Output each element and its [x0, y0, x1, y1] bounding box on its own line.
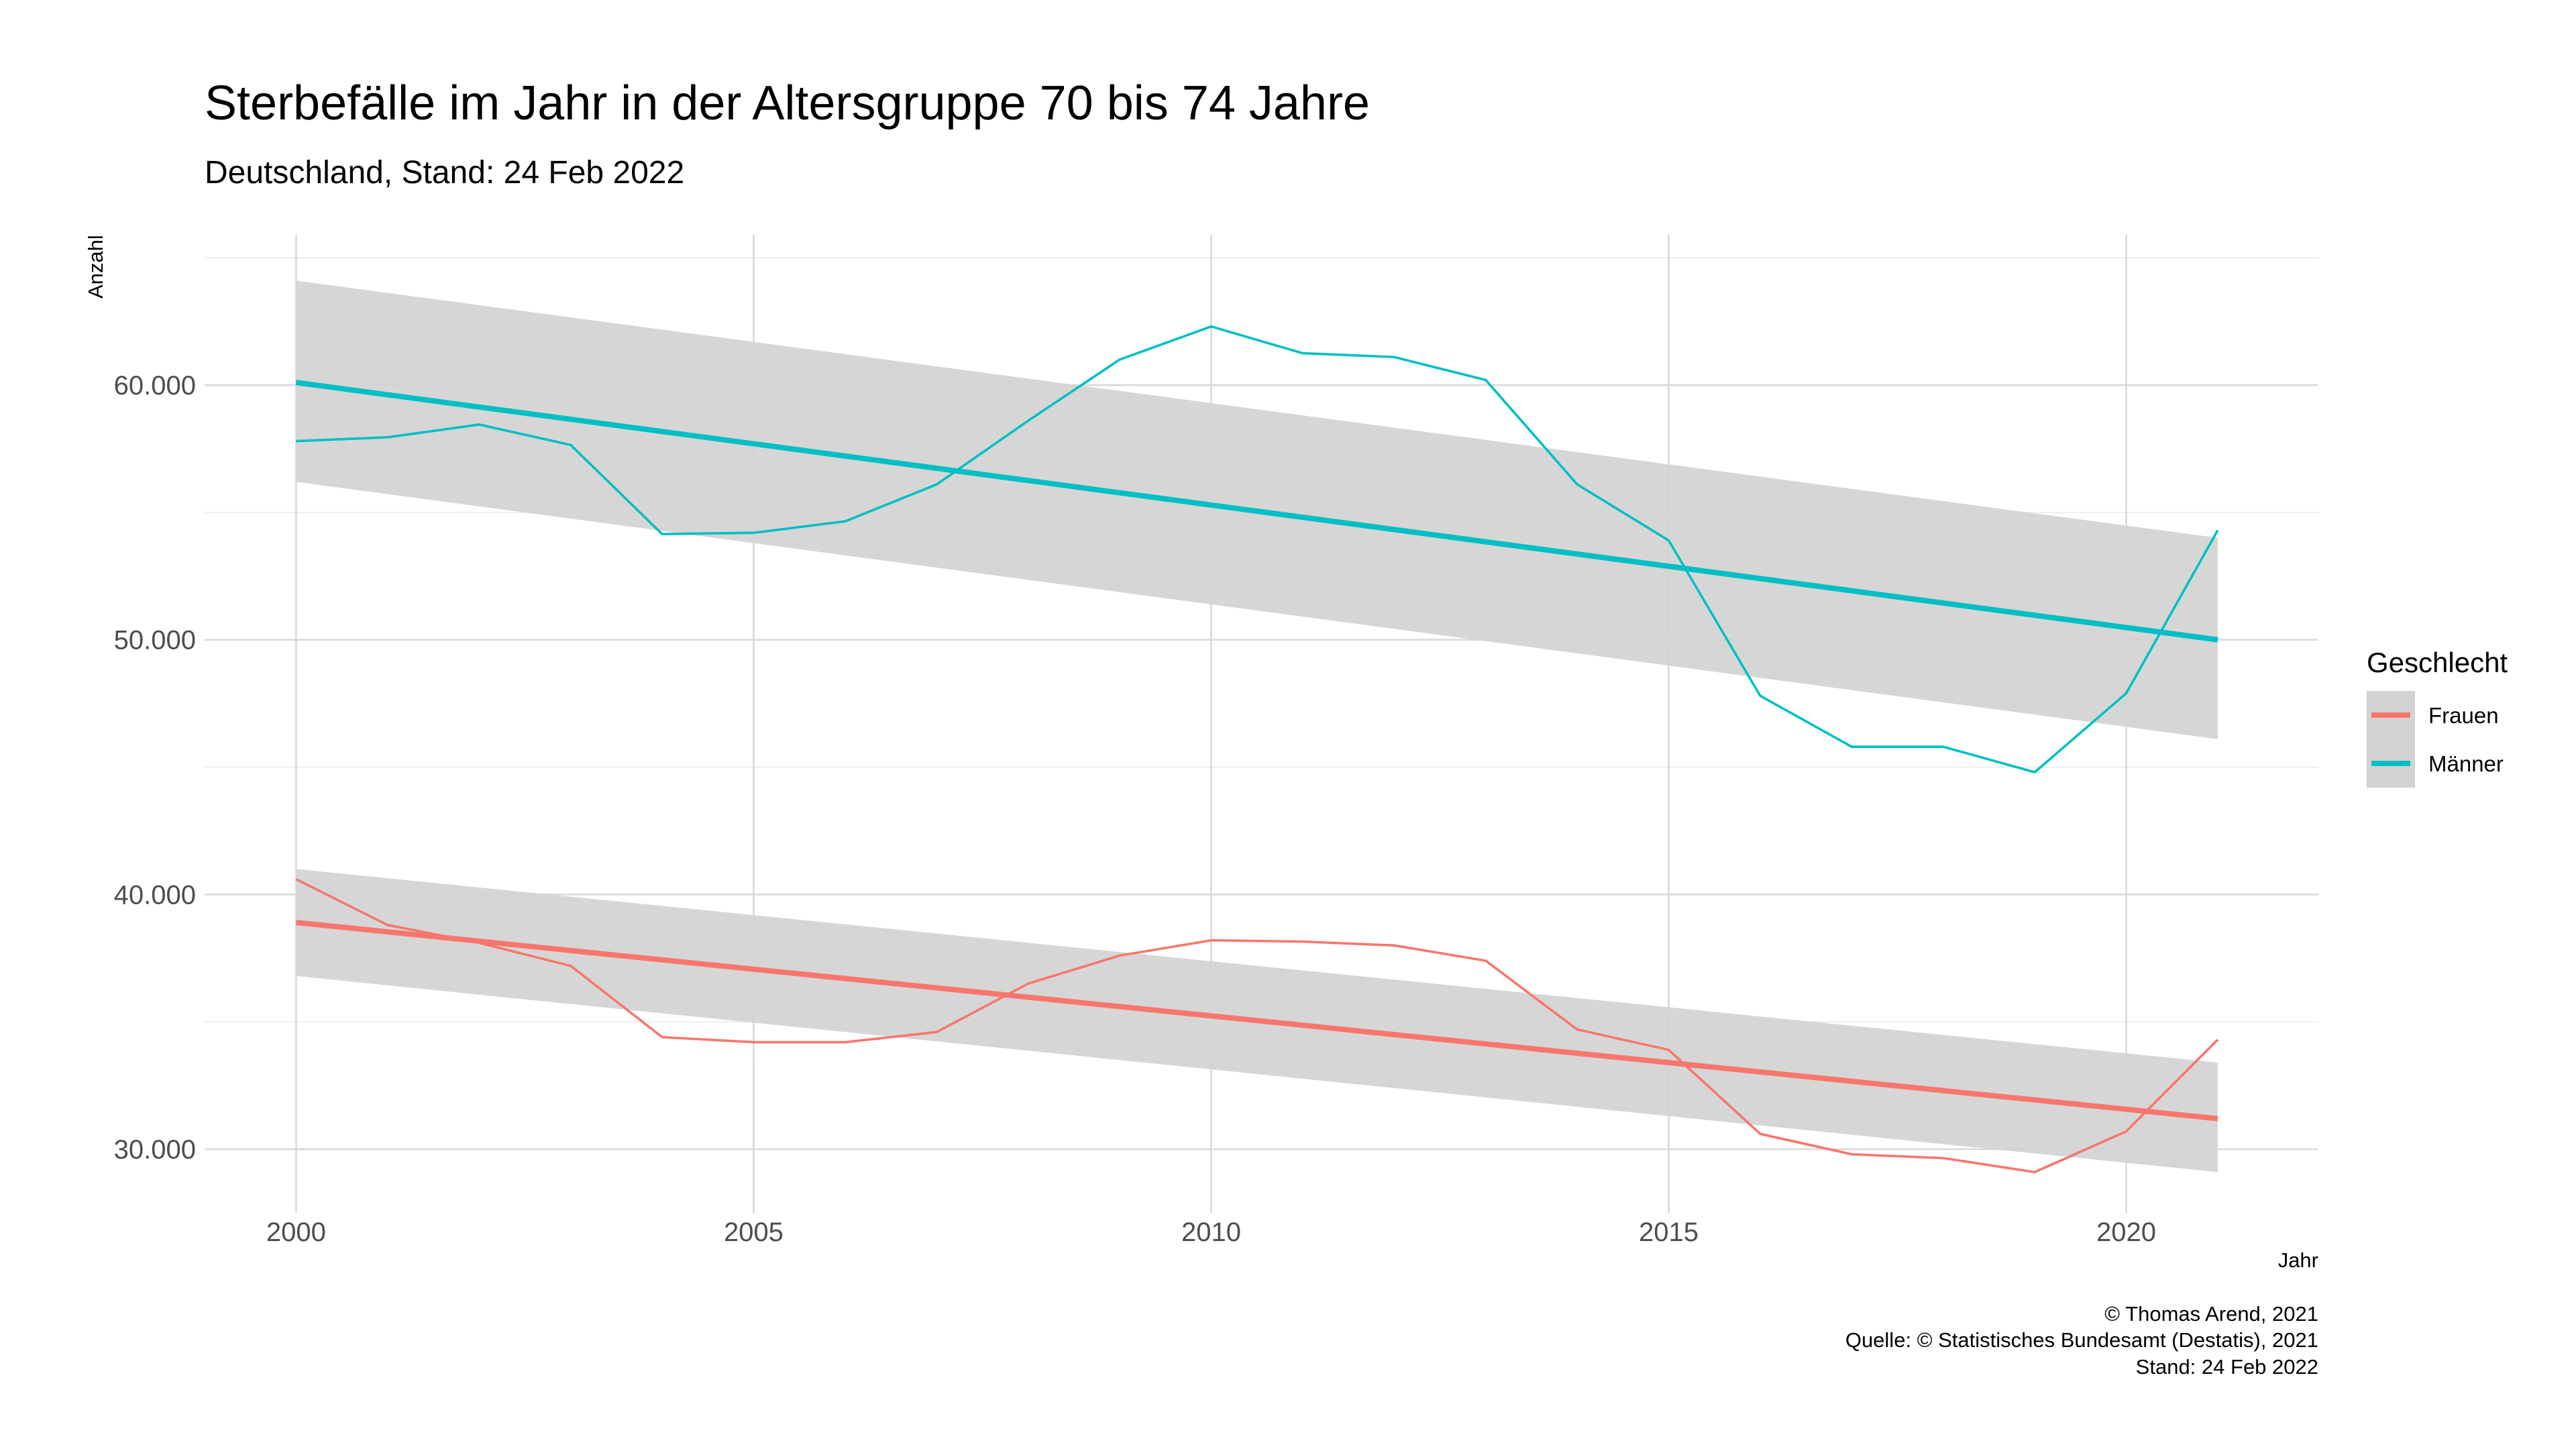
chart-subtitle: Deutschland, Stand: 24 Feb 2022 [205, 155, 684, 191]
legend-keys: Frauen Männer [2367, 691, 2504, 788]
caption: © Thomas Arend, 2021 Quelle: © Statistis… [1845, 1302, 2318, 1379]
confidence-bands [296, 280, 2218, 1173]
trend-lines [295, 380, 2218, 1122]
y-tick-label-0: 30.000 [114, 1135, 196, 1165]
legend-label-männer: Männer [2428, 751, 2504, 776]
caption-line-2: Quelle: © Statistisches Bundesamt (Desta… [1845, 1328, 2318, 1352]
series-line-männer [296, 325, 2219, 773]
x-tick-label-3: 2015 [1639, 1218, 1699, 1247]
legend: Geschlecht Frauen Männer [2367, 647, 2508, 788]
trend-line-männer [295, 380, 2218, 643]
y-tick-label-3: 60.000 [114, 371, 196, 400]
x-tick-labels: 2000 2005 2010 2015 2020 [266, 1218, 2156, 1247]
legend-title: Geschlecht [2367, 647, 2508, 678]
caption-line-1: © Thomas Arend, 2021 [2104, 1302, 2318, 1326]
series-line-frauen [295, 878, 2219, 1174]
y-tick-label-2: 50.000 [114, 626, 196, 655]
series-lines [295, 325, 2219, 1174]
x-tick-label-2: 2010 [1181, 1218, 1241, 1247]
trend-line-frauen [296, 920, 2218, 1122]
x-tick-label-4: 2020 [2096, 1218, 2156, 1247]
y-axis-title: Anzahl [84, 235, 107, 299]
caption-line-3: Stand: 24 Feb 2022 [2136, 1355, 2318, 1379]
y-tick-label-1: 40.000 [114, 880, 196, 910]
y-tick-labels: 30.000 40.000 50.000 60.000 [114, 371, 196, 1165]
x-axis-title: Jahr [2278, 1248, 2318, 1272]
x-tick-label-0: 2000 [266, 1218, 326, 1247]
x-tick-label-1: 2005 [724, 1218, 784, 1247]
chart-title: Sterbefälle im Jahr in der Altersgruppe … [205, 76, 1370, 130]
legend-label-frauen: Frauen [2428, 703, 2499, 728]
